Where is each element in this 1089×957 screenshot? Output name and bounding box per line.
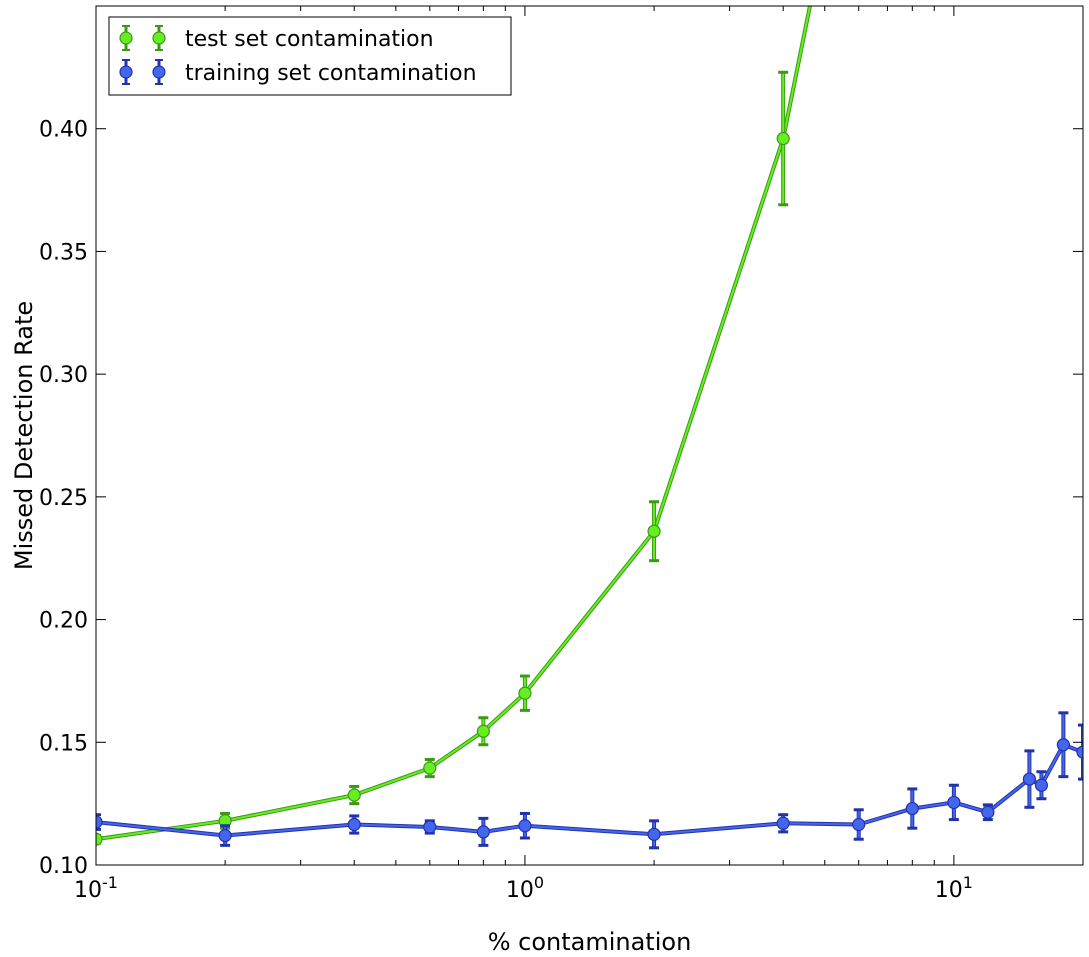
legend-item-1: training set contamination [119, 59, 477, 86]
legend-marker [119, 65, 133, 79]
series-0 [96, 6, 812, 846]
data-point [1022, 772, 1037, 786]
data-point [518, 819, 532, 833]
y-tick-label: 0.15 [39, 731, 88, 756]
legend: test set contamination training set conta… [108, 16, 512, 96]
data-point [776, 816, 790, 830]
data-point [852, 817, 866, 832]
series-line [96, 6, 811, 841]
plot-frame [95, 5, 1084, 866]
y-tick-label: 0.40 [39, 118, 88, 143]
data-point [96, 815, 103, 829]
x-tick-label: 101 [935, 873, 973, 903]
series-line [96, 743, 1083, 837]
legend-label: test set contamination [185, 27, 434, 52]
x-tick-label: 100 [506, 873, 544, 903]
y-tick-label: 0.10 [39, 854, 88, 879]
plot-area [96, 6, 1083, 850]
data-point [1056, 738, 1070, 752]
data-point [476, 724, 490, 738]
data-point [423, 761, 437, 775]
data-point [647, 524, 661, 538]
y-tick-label: 0.35 [39, 240, 88, 265]
series-1 [96, 711, 1083, 850]
y-axis-label: Missed Detection Rate [10, 301, 38, 570]
axes: 0.10 0.15 0.20 0.25 0.30 0.35 0.40 10-1 100 101 % … [10, 5, 1084, 956]
data-point [1034, 778, 1049, 792]
data-point [423, 820, 437, 834]
legend-item-0: test set contamination [119, 25, 434, 52]
data-point [518, 686, 532, 700]
data-point [218, 828, 232, 843]
y-tick-label: 0.20 [39, 609, 88, 634]
y-tick-label: 0.25 [39, 486, 88, 511]
data-point [96, 832, 103, 846]
legend-marker [119, 31, 133, 45]
legend-label: training set contamination [185, 61, 477, 86]
y-tick-label: 0.30 [39, 363, 88, 388]
legend-marker [152, 65, 166, 79]
data-point [947, 795, 961, 810]
data-point [347, 817, 361, 832]
series-line-outline [96, 742, 1083, 838]
legend-marker [152, 31, 166, 45]
data-point [776, 131, 790, 146]
x-axis-label: % contamination [488, 928, 692, 956]
data-point [476, 825, 490, 839]
data-point [1076, 745, 1083, 759]
data-point [905, 801, 919, 816]
series-line-outline [96, 6, 812, 842]
x-tick-label: 10-1 [74, 873, 118, 903]
data-point [647, 827, 661, 841]
data-point [347, 788, 361, 802]
legend-box [108, 16, 512, 96]
data-point [981, 805, 995, 819]
